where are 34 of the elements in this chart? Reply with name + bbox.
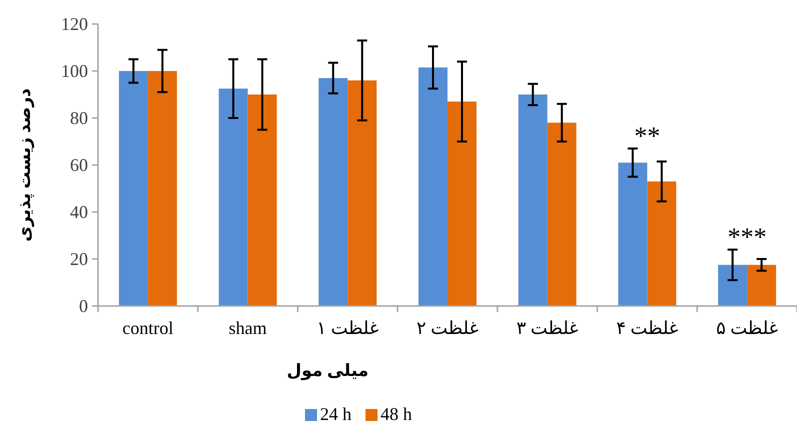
bar — [518, 94, 548, 306]
bar — [718, 264, 748, 306]
annotation: ** — [634, 122, 660, 151]
x-tick-label: غلظت ۴ — [616, 318, 678, 338]
bar — [647, 181, 676, 306]
x-tick-label: sham — [228, 318, 267, 338]
bar — [148, 71, 177, 306]
legend-label: 48 h — [380, 404, 412, 424]
y-tick-label: 120 — [61, 14, 88, 34]
y-tick-label: 80 — [70, 108, 88, 128]
legend-label: 24 h — [320, 404, 352, 424]
bar — [348, 80, 377, 306]
y-tick-label: 40 — [70, 202, 88, 222]
x-tick-label: control — [122, 318, 174, 338]
x-tick-label: غلظت ۱ — [316, 318, 379, 338]
annotation: *** — [728, 222, 767, 252]
y-axis-title: درصد زیست پذیری — [15, 88, 35, 242]
x-tick-label: غلظت ۲ — [416, 318, 478, 338]
y-tick-label: 20 — [70, 249, 88, 269]
bar — [618, 162, 648, 306]
x-tick-label: غلظت ۵ — [716, 318, 778, 338]
y-tick-label: 0 — [79, 296, 88, 316]
bar — [218, 88, 248, 306]
bar — [747, 264, 776, 306]
bar — [248, 94, 277, 306]
bar — [418, 67, 448, 306]
y-tick-label: 60 — [70, 155, 88, 175]
x-axis-title: میلی مول — [286, 361, 369, 381]
bar — [547, 122, 576, 306]
y-tick-label: 100 — [61, 61, 88, 81]
bar — [118, 71, 148, 306]
bar — [448, 102, 476, 306]
bar — [318, 78, 348, 306]
x-tick-label: غلظت ۳ — [516, 318, 578, 338]
